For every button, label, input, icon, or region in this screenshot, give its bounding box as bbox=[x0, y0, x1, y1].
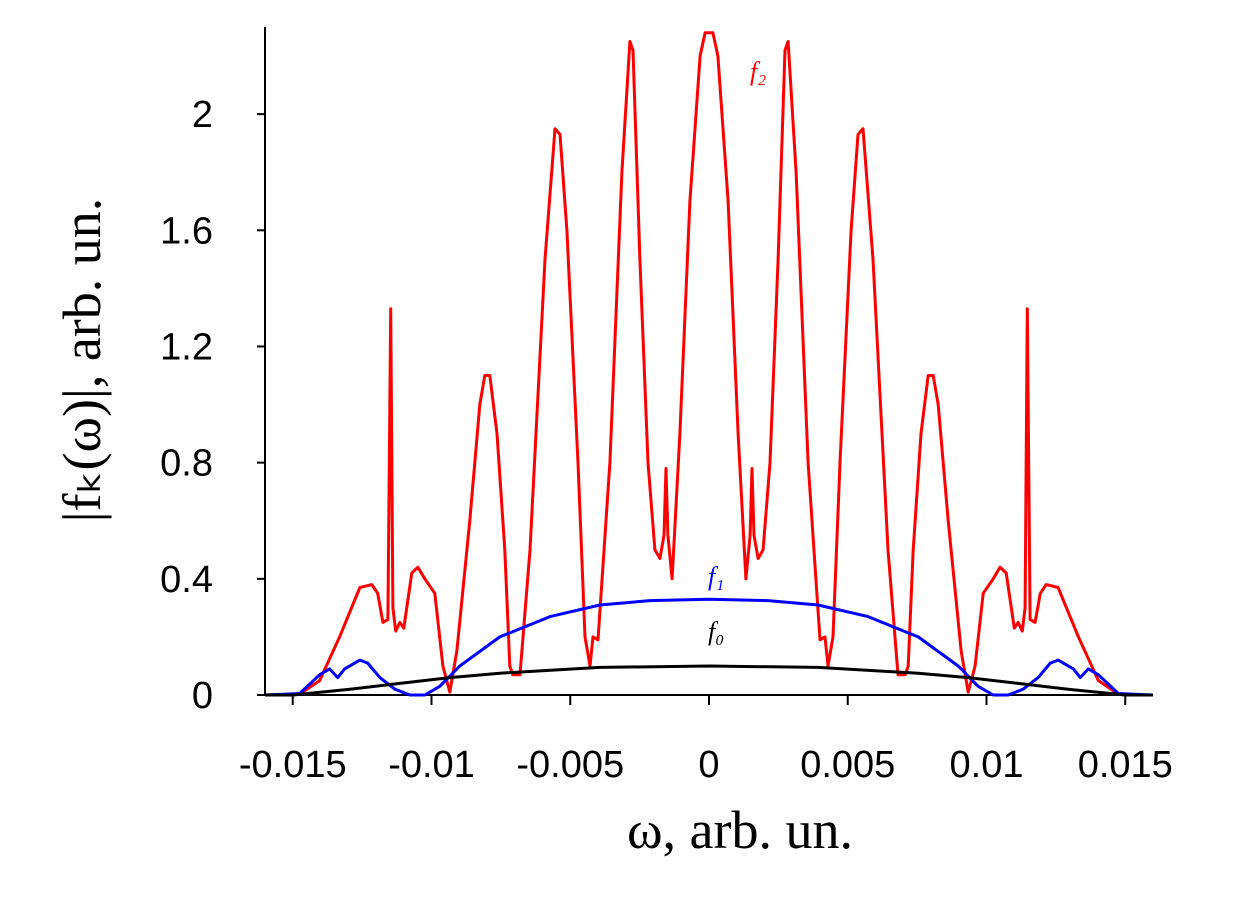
series-line bbox=[265, 664, 1153, 697]
y-tick-label: 2 bbox=[192, 94, 213, 136]
y-tick-label: 1.2 bbox=[160, 326, 213, 368]
y-tick-label: 0.4 bbox=[160, 559, 213, 601]
series-line bbox=[265, 31, 1153, 697]
y-axis-label: |fₖ(ω)|, arb. un. bbox=[52, 198, 112, 523]
x-tick-label: 0.005 bbox=[800, 744, 895, 786]
x-tick-label: -0.015 bbox=[239, 744, 347, 786]
series-label: f₁ bbox=[708, 562, 724, 591]
x-tick-label: -0.005 bbox=[516, 744, 624, 786]
x-axis-label: ω, arb. un. bbox=[627, 800, 853, 860]
x-tick-label: 0 bbox=[698, 744, 719, 786]
x-tick-label: 0.015 bbox=[1078, 744, 1173, 786]
series-label: f₀ bbox=[708, 617, 724, 646]
y-tick-label: 0 bbox=[192, 675, 213, 717]
y-tick-label: 1.6 bbox=[160, 210, 213, 252]
series-label: f₂ bbox=[750, 57, 766, 86]
x-tick-label: 0.01 bbox=[950, 744, 1024, 786]
series-line bbox=[264, 597, 1154, 697]
y-tick-label: 0.8 bbox=[160, 443, 213, 485]
x-tick-label: -0.01 bbox=[388, 744, 475, 786]
